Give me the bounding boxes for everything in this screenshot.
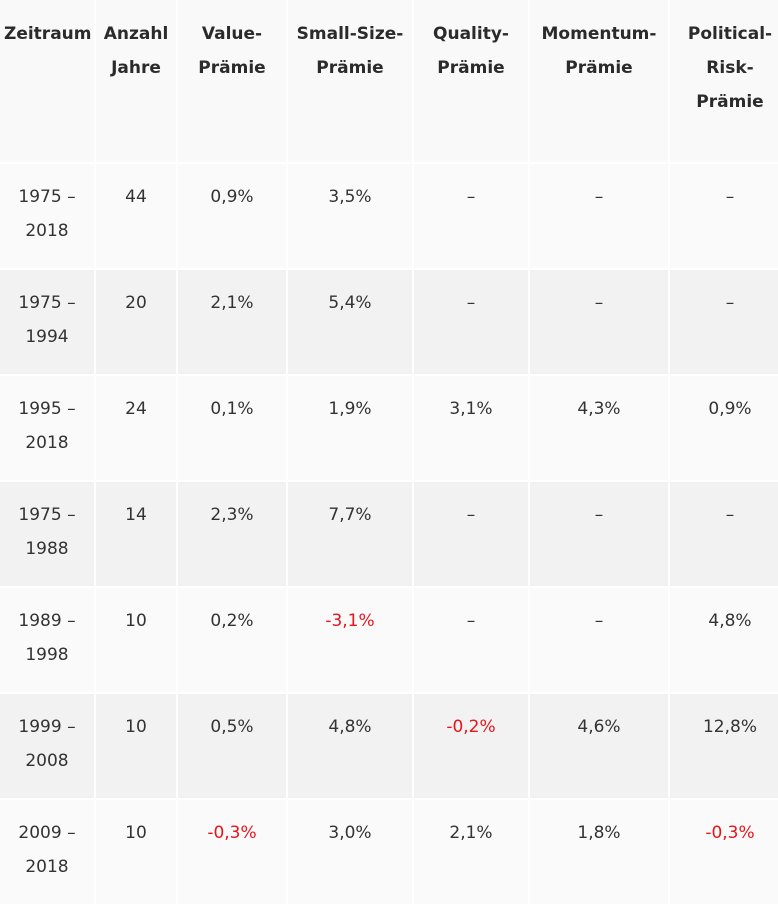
header-cell: Small-Size-Prämie [288, 0, 412, 162]
value-cell: 10 [96, 800, 176, 904]
period-cell: 1995 – 2018 [0, 376, 94, 480]
value-cell: – [530, 588, 668, 692]
table-row: 1975 – 1988 14 2,3% 7,7% – – – [0, 482, 778, 586]
value-cell: 2,1% [414, 800, 528, 904]
header-row: Zeitraum Anzahl Jahre Value-Prämie Small-Si… [0, 0, 778, 162]
value-cell: 2,1% [178, 270, 286, 374]
value-cell: 1,8% [530, 800, 668, 904]
value-cell: 14 [96, 482, 176, 586]
value-cell: 10 [96, 694, 176, 798]
value-cell: – [670, 164, 778, 268]
value-cell: 5,4% [288, 270, 412, 374]
header-cell: Quality-Prämie [414, 0, 528, 162]
value-cell: -0,3% [178, 800, 286, 904]
header-cell: Anzahl Jahre [96, 0, 176, 162]
value-cell: – [414, 164, 528, 268]
value-cell: – [530, 482, 668, 586]
period-cell: 1975 – 1994 [0, 270, 94, 374]
value-cell: 4,8% [288, 694, 412, 798]
header-cell: Value-Prämie [178, 0, 286, 162]
table-body: 1975 – 2018 44 0,9% 3,5% – – –1975 – 1994 20 2,1… [0, 164, 778, 904]
period-cell: 1999 – 2008 [0, 694, 94, 798]
period-cell: 1989 – 1998 [0, 588, 94, 692]
value-cell: 4,3% [530, 376, 668, 480]
value-cell: -0,3% [670, 800, 778, 904]
value-cell: – [670, 270, 778, 374]
value-cell: – [414, 270, 528, 374]
value-cell: – [670, 482, 778, 586]
period-cell: 1975 – 2018 [0, 164, 94, 268]
value-cell: – [414, 588, 528, 692]
header-cell: Zeitraum [0, 0, 94, 162]
table-row: 1999 – 2008 10 0,5% 4,8% -0,2% 4,6% 12,8% [0, 694, 778, 798]
header-cell: Momentum-Prämie [530, 0, 668, 162]
value-cell: 44 [96, 164, 176, 268]
value-cell: 1,9% [288, 376, 412, 480]
period-cell: 1975 – 1988 [0, 482, 94, 586]
value-cell: 0,2% [178, 588, 286, 692]
table-row: 2009 – 2018 10 -0,3% 3,0% 2,1% 1,8% -0,3% [0, 800, 778, 904]
table-row: 1989 – 1998 10 0,2% -3,1% – –4,8% [0, 588, 778, 692]
value-cell: 0,9% [178, 164, 286, 268]
value-cell: 24 [96, 376, 176, 480]
value-cell: – [530, 270, 668, 374]
value-cell: 0,1% [178, 376, 286, 480]
table-row: 1975 – 2018 44 0,9% 3,5% – – – [0, 164, 778, 268]
value-cell: 12,8% [670, 694, 778, 798]
value-cell: 0,5% [178, 694, 286, 798]
table-row: 1975 – 1994 20 2,1% 5,4% – – – [0, 270, 778, 374]
value-cell: 2,3% [178, 482, 286, 586]
table-row: 1995 – 2018 24 0,1% 1,9% 3,1% 4,3% 0,9% [0, 376, 778, 480]
value-cell: – [530, 164, 668, 268]
value-cell: 4,6% [530, 694, 668, 798]
value-cell: 3,5% [288, 164, 412, 268]
value-cell: 4,8% [670, 588, 778, 692]
value-cell: 3,0% [288, 800, 412, 904]
value-cell: – [414, 482, 528, 586]
value-cell: -0,2% [414, 694, 528, 798]
value-cell: 7,7% [288, 482, 412, 586]
value-cell: 10 [96, 588, 176, 692]
period-cell: 2009 – 2018 [0, 800, 94, 904]
value-cell: 20 [96, 270, 176, 374]
value-cell: 0,9% [670, 376, 778, 480]
header-cell: Political-Risk-Prämie [670, 0, 778, 162]
value-cell: -3,1% [288, 588, 412, 692]
value-cell: 3,1% [414, 376, 528, 480]
